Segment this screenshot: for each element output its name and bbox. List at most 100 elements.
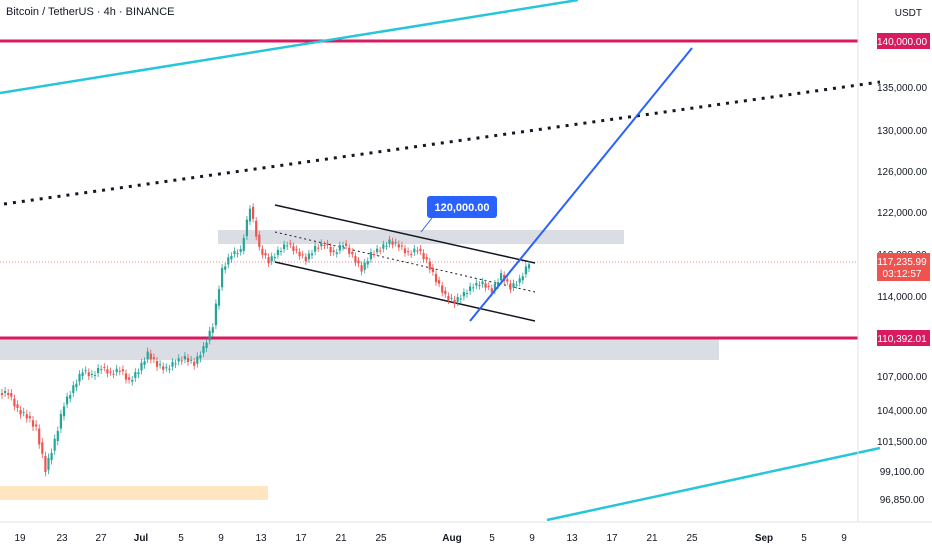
price-tick-label: 114,000.00	[877, 292, 927, 303]
candle-body	[360, 265, 363, 272]
long-dotted-trendline	[3, 80, 881, 206]
candle-body	[286, 245, 289, 247]
candle-body	[19, 410, 22, 415]
candle-body	[403, 248, 407, 254]
time-tick-label: 19	[14, 533, 26, 544]
time-tick-label: 21	[646, 533, 658, 544]
candle-body	[31, 420, 35, 427]
candle-body	[59, 413, 62, 429]
candle-body	[134, 372, 137, 378]
candle-body	[217, 289, 221, 306]
candle-body	[69, 395, 72, 399]
candle-body	[323, 244, 326, 246]
time-tick-label: 5	[489, 533, 495, 544]
candle-body	[357, 260, 360, 264]
time-tick-label: 25	[375, 533, 387, 544]
candle-body	[267, 257, 270, 264]
candle-body	[193, 361, 196, 366]
candle-body	[478, 284, 481, 286]
candle-body	[295, 249, 298, 251]
candle-body	[407, 251, 410, 253]
candle-body	[372, 254, 376, 255]
candle-body	[233, 251, 236, 254]
candle-body	[62, 406, 66, 417]
symbol-title[interactable]: Bitcoin / TetherUS · 4h · BINANCE	[6, 6, 175, 18]
candle-body	[106, 369, 109, 374]
time-tick-label: 17	[606, 533, 618, 544]
candle-body	[317, 247, 320, 249]
candle-body	[447, 296, 450, 301]
candle-body	[174, 363, 177, 365]
time-tick-label: 5	[178, 533, 184, 544]
candle-body	[292, 246, 295, 251]
candle-body	[434, 273, 438, 283]
candle-body	[279, 250, 283, 252]
candle-body	[310, 253, 314, 256]
candle-body	[252, 206, 255, 219]
candle-body	[469, 286, 472, 292]
currency-label[interactable]: USDT	[894, 8, 922, 19]
candle-body	[28, 416, 31, 419]
candle-body	[326, 243, 329, 246]
candle-body	[255, 220, 258, 237]
countdown-label: 03:12:57	[883, 269, 922, 280]
candle-body	[25, 414, 28, 419]
upper-trendline	[0, 0, 579, 95]
candle-body	[140, 362, 143, 371]
candle-body	[438, 280, 441, 284]
candle-body	[13, 398, 16, 407]
candle-body	[527, 264, 531, 269]
candle-body	[441, 285, 444, 293]
candle-body	[369, 252, 372, 260]
candle-body	[475, 282, 478, 286]
candle-body	[38, 428, 41, 445]
projection-line	[469, 47, 693, 322]
candle-body	[242, 238, 245, 251]
candle-body	[335, 252, 338, 254]
current-price-label: 117,235.99	[877, 257, 927, 268]
candle-body	[227, 257, 230, 265]
time-tick-label: 17	[295, 533, 307, 544]
price-tick-label: 107,000.00	[877, 372, 927, 383]
candle-body	[109, 371, 112, 373]
candle-body	[329, 247, 332, 253]
candle-body	[341, 245, 345, 247]
candle-body	[524, 266, 527, 275]
price-tick-label: 110,392.01	[877, 334, 927, 345]
candle-body	[348, 247, 351, 254]
candle-body	[428, 261, 431, 270]
candle-body	[258, 234, 261, 247]
candle-body	[128, 377, 131, 380]
time-tick-label: 27	[95, 533, 107, 544]
candle-body	[431, 267, 434, 273]
candle-body	[177, 358, 180, 362]
candle-body	[146, 351, 149, 360]
candle-body	[4, 390, 7, 393]
candle-body	[456, 297, 459, 302]
candle-body	[276, 250, 279, 256]
candle-body	[81, 372, 84, 376]
candle-body	[512, 283, 515, 288]
candle-body	[453, 299, 456, 304]
candle-body	[137, 372, 140, 375]
candle-body	[78, 373, 81, 382]
candle-body	[425, 257, 428, 260]
candle-body	[131, 379, 134, 382]
candle-body	[236, 252, 239, 254]
candle-body	[221, 267, 224, 288]
candle-body	[162, 366, 165, 370]
candle-body	[72, 385, 75, 393]
time-tick-label: 13	[566, 533, 578, 544]
candle-body	[354, 256, 357, 263]
candle-body	[35, 424, 38, 427]
candle-body	[314, 245, 317, 252]
price-tick-label: 126,000.00	[877, 167, 927, 178]
annotation-box	[427, 196, 497, 218]
candle-body	[490, 288, 493, 293]
candle-body	[66, 396, 69, 405]
candle-body	[245, 219, 248, 237]
annotation-pointer	[420, 217, 433, 233]
time-tick-label: 9	[841, 533, 847, 544]
candle-body	[239, 248, 242, 252]
